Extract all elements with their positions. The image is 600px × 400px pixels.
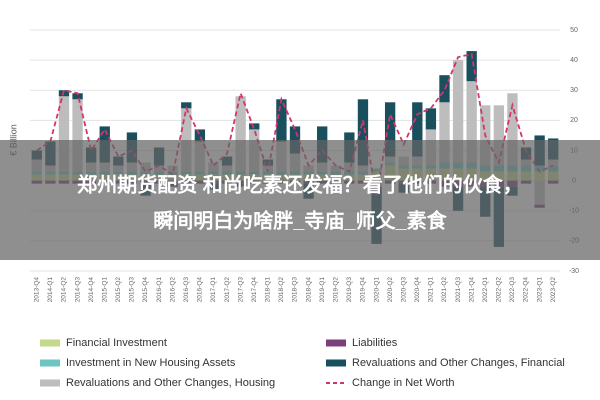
bar-segment: [194, 129, 206, 142]
legend-swatch: [326, 339, 346, 347]
x-tick-label: 2014-Q2: [61, 277, 68, 303]
overlay-band: [0, 140, 600, 260]
overlay-text: 瞬间明白为啥胖_寺庙_师父_素食: [153, 208, 447, 232]
legend-label: Revaluations and Other Changes, Financia…: [352, 357, 565, 369]
x-tick-label: 2016-Q3: [183, 277, 190, 303]
x-tick-label: 2017-Q3: [237, 277, 244, 303]
legend-label: Liabilities: [352, 337, 398, 349]
bar-segment: [58, 96, 70, 172]
bar-segment: [357, 99, 369, 166]
x-tick-label: 2016-Q4: [197, 277, 204, 303]
x-tick-label: 2019-Q1: [319, 277, 326, 303]
bar-segment: [181, 102, 192, 109]
y-tick-label: 40: [570, 57, 578, 64]
x-tick-label: 2019-Q3: [346, 277, 353, 303]
x-tick-label: 2021-Q4: [468, 277, 475, 303]
x-tick-label: 2023-Q1: [536, 277, 543, 303]
legend-swatch: [40, 359, 60, 367]
bar-segment: [72, 99, 83, 172]
x-tick-label: 2014-Q4: [88, 277, 95, 303]
bar-segment: [425, 108, 437, 130]
bar-segment: [466, 51, 477, 82]
legend-swatch: [40, 379, 60, 387]
x-tick-label: 2022-Q2: [496, 277, 503, 303]
legend-swatch: [40, 339, 60, 347]
y-tick-label: 30: [570, 87, 578, 94]
x-tick-label: 2015-Q4: [142, 277, 149, 303]
bar-segment: [384, 102, 396, 157]
x-tick-label: 2018-Q4: [305, 277, 312, 303]
x-tick-label: 2016-Q2: [169, 277, 176, 303]
x-tick-label: 2021-Q1: [428, 277, 435, 303]
legend-label: Change in Net Worth: [352, 377, 455, 389]
x-tick-label: 2020-Q1: [373, 277, 380, 303]
bar-segment: [412, 102, 423, 157]
bar-segment: [452, 60, 464, 163]
bar-segment: [439, 102, 450, 163]
x-tick-label: 2021-Q2: [441, 277, 448, 303]
x-tick-label: 2022-Q3: [509, 277, 516, 303]
y-tick-label: -30: [569, 268, 579, 275]
x-tick-label: 2015-Q3: [129, 277, 136, 303]
bar-segment: [289, 126, 301, 154]
x-tick-label: 2015-Q2: [115, 277, 122, 303]
x-tick-label: 2016-Q1: [156, 277, 163, 303]
bar-segment: [276, 99, 287, 142]
x-tick-label: 2020-Q2: [387, 277, 394, 303]
x-tick-label: 2015-Q1: [101, 277, 108, 303]
bar-segment: [235, 96, 246, 172]
overlay-text: 郑州期货配资 和尚吃素还发福？看了他们的伙食，: [77, 172, 523, 196]
x-tick-label: 2018-Q3: [292, 277, 299, 303]
x-tick-label: 2014-Q3: [74, 277, 81, 303]
x-tick-label: 2019-Q4: [360, 277, 367, 303]
y-tick-label: 50: [570, 27, 578, 34]
bar-segment: [507, 93, 518, 166]
x-tick-label: 2018-Q2: [278, 277, 285, 303]
x-tick-label: 2022-Q4: [523, 277, 530, 303]
x-tick-label: 2017-Q1: [210, 277, 217, 303]
x-tick-label: 2017-Q2: [224, 277, 231, 303]
legend-label: Revaluations and Other Changes, Housing: [66, 377, 275, 389]
legend-swatch: [326, 359, 346, 367]
x-tick-label: 2013-Q4: [34, 277, 41, 303]
x-tick-label: 2020-Q4: [414, 277, 421, 303]
bar-segment: [493, 105, 505, 166]
x-tick-label: 2022-Q1: [482, 277, 489, 303]
y-tick-label: 20: [570, 117, 578, 124]
x-tick-label: 2020-Q3: [400, 277, 407, 303]
x-tick-label: 2014-Q1: [47, 277, 54, 303]
x-tick-label: 2017-Q4: [251, 277, 258, 303]
bar-segment: [466, 81, 477, 163]
legend-label: Investment in New Housing Assets: [66, 357, 236, 369]
legend-label: Financial Investment: [66, 337, 167, 349]
x-tick-label: 2021-Q3: [455, 277, 462, 303]
x-tick-label: 2023-Q2: [550, 277, 557, 303]
bar-segment: [72, 93, 83, 100]
x-tick-label: 2018-Q1: [265, 277, 272, 303]
bar-segment: [249, 123, 260, 130]
x-tick-label: 2019-Q2: [332, 277, 339, 303]
bar-segment: [181, 108, 192, 172]
